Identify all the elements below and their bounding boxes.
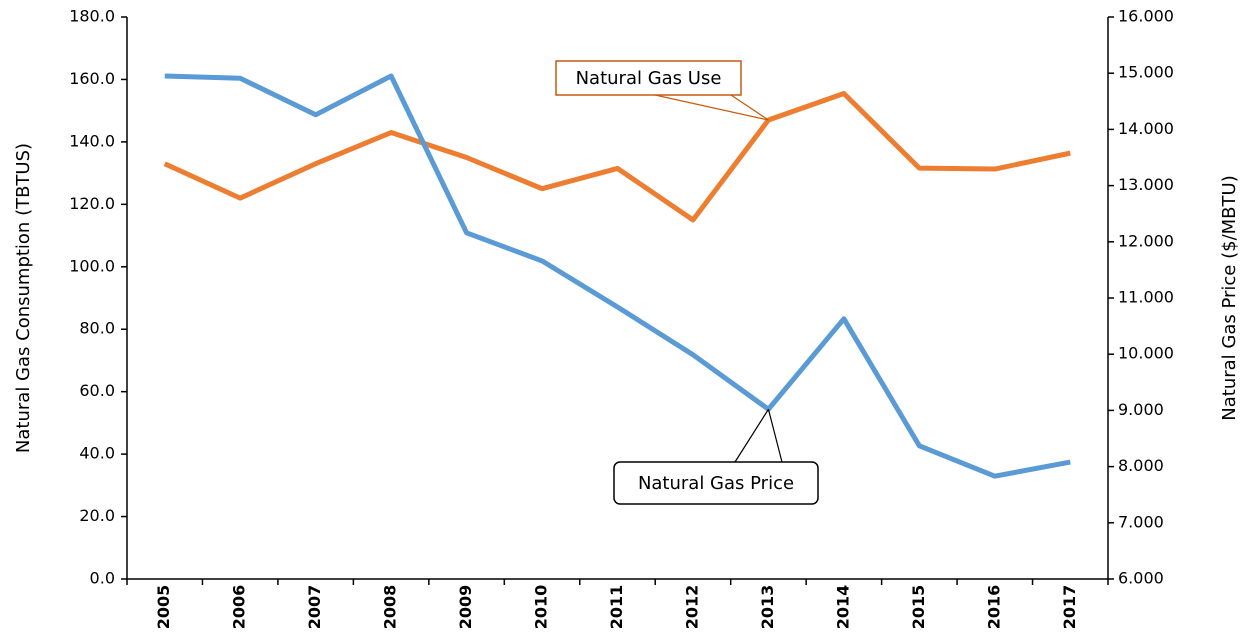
- y2-tick-label: 11.000: [1118, 288, 1174, 307]
- y2-tick-label: 9.000: [1118, 400, 1164, 419]
- y-tick-label: 160.0: [69, 69, 115, 88]
- line-series: [164, 73, 1071, 479]
- y2-tick-label: 14.000: [1118, 119, 1174, 138]
- x-tick-label: 2013: [758, 585, 777, 630]
- y-tick-label: 100.0: [69, 256, 115, 275]
- leader: [734, 408, 769, 463]
- y2-tick-label: 7.000: [1118, 512, 1164, 531]
- line-series: [163, 90, 1071, 223]
- callout-label: Natural Gas Use: [576, 68, 722, 89]
- x-tick-label: 2016: [984, 585, 1003, 630]
- x-tick-label: 2007: [305, 585, 324, 630]
- y2-tick-label: 16.000: [1118, 7, 1174, 26]
- y-tick-label: 60.0: [79, 381, 115, 400]
- x-tick-label: 2012: [682, 585, 701, 630]
- x-tick-label: 2015: [909, 585, 928, 630]
- y-tick-label: 40.0: [79, 444, 115, 463]
- x-tick-label: 2005: [154, 585, 173, 630]
- callout-box: [613, 461, 819, 505]
- x-tick-label: 2011: [607, 585, 626, 630]
- x-tick-label: 2009: [456, 585, 475, 630]
- y-tick-label: 140.0: [69, 131, 115, 150]
- x-tick-label: 2017: [1060, 585, 1079, 630]
- y2-tick-label: 10.000: [1118, 344, 1174, 363]
- y2-tick-label: 6.000: [1118, 569, 1164, 588]
- leader: [654, 94, 769, 121]
- x-tick-label: 2014: [833, 585, 852, 630]
- x-tick-label: 2010: [532, 585, 551, 630]
- y-tick-label: 120.0: [69, 194, 115, 213]
- y2-axis-label: Natural Gas Price ($/MBTU): [1219, 175, 1240, 420]
- callout-label: Natural Gas Price: [638, 473, 794, 494]
- y-tick-label: 180.0: [69, 7, 115, 26]
- x-tick-label: 2006: [230, 585, 249, 630]
- x-tick-label: 2008: [381, 585, 400, 630]
- y-axis-label: Natural Gas Consumption (TBTUS): [13, 143, 34, 453]
- leader: [767, 409, 783, 463]
- y-tick-label: 80.0: [79, 319, 115, 338]
- y2-tick-label: 12.000: [1118, 231, 1174, 250]
- y-tick-label: 0.0: [90, 569, 115, 588]
- callout-box: [555, 60, 742, 96]
- y2-tick-label: 15.000: [1118, 63, 1174, 82]
- y-tick-label: 20.0: [79, 506, 115, 525]
- y2-tick-label: 13.000: [1118, 175, 1174, 194]
- y2-tick-label: 8.000: [1118, 456, 1164, 475]
